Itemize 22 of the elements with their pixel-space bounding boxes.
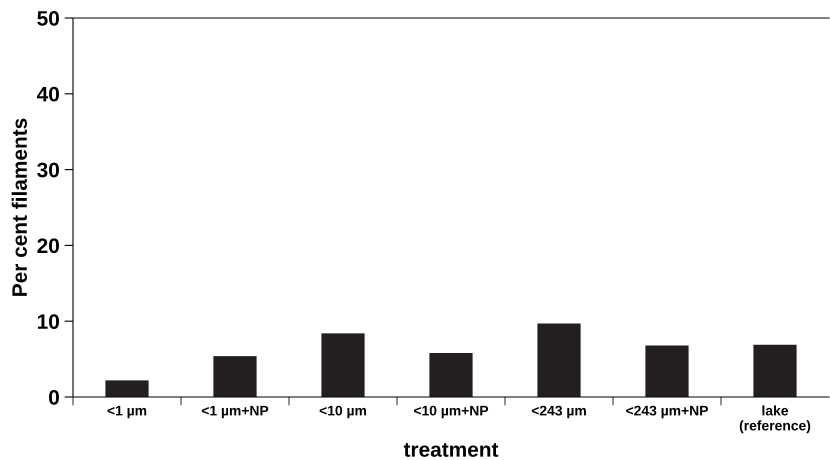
x-tick-label: <10 µm [320, 406, 366, 418]
x-tick-label: <243 µm [532, 406, 586, 418]
bar [213, 356, 257, 397]
bar [429, 353, 473, 397]
x-tick-label: lake (reference) [740, 405, 810, 434]
x-tick-label: <243 µm+NP [626, 406, 708, 418]
bar [105, 380, 149, 397]
x-axis-title: treatment [404, 443, 498, 457]
x-tick-label: <10 µm+NP [414, 406, 488, 418]
y-axis-title: Per cent filaments [12, 118, 27, 296]
x-tick-label: <1 µm+NP [202, 406, 268, 418]
y-tick-label: 50 [37, 11, 59, 26]
x-tick-label: <1 µm [108, 406, 146, 418]
bar [537, 323, 581, 397]
bar [645, 345, 689, 397]
y-tick-label: 30 [37, 162, 59, 178]
bar [321, 333, 365, 397]
bar [753, 344, 797, 397]
y-tick-label: 40 [36, 86, 59, 102]
y-tick-label: 10 [38, 314, 59, 329]
y-tick-label: 20 [37, 238, 59, 254]
y-tick-label: 0 [49, 390, 59, 405]
